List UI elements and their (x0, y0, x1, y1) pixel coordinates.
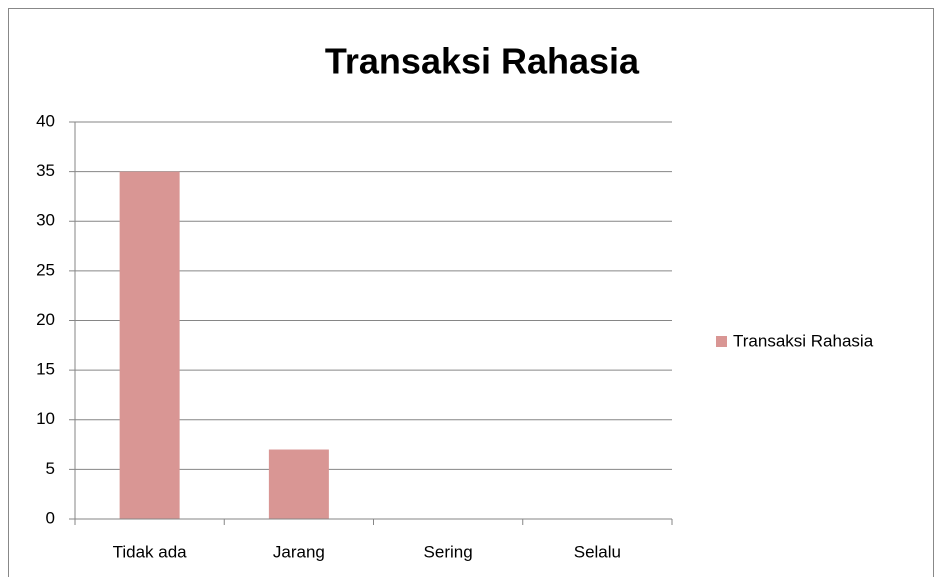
y-tick-label: 15 (36, 360, 55, 379)
legend-swatch (716, 336, 727, 347)
legend-label: Transaksi Rahasia (733, 331, 874, 350)
y-tick-label: 5 (46, 459, 55, 478)
bar (268, 449, 329, 519)
y-tick-label: 20 (36, 310, 55, 329)
chart-title: Transaksi Rahasia (325, 41, 640, 82)
y-tick-label: 30 (36, 211, 55, 230)
y-tick-label: 40 (36, 111, 55, 130)
x-tick-label: Sering (424, 542, 473, 561)
x-tick-label: Selalu (574, 542, 621, 561)
y-tick-label: 0 (46, 508, 55, 527)
x-tick-label: Jarang (273, 542, 325, 561)
bar (119, 171, 180, 519)
x-tick-label: Tidak ada (113, 542, 188, 561)
y-tick-label: 25 (36, 260, 55, 279)
y-tick-label: 10 (36, 409, 55, 428)
y-tick-label: 35 (36, 161, 55, 180)
